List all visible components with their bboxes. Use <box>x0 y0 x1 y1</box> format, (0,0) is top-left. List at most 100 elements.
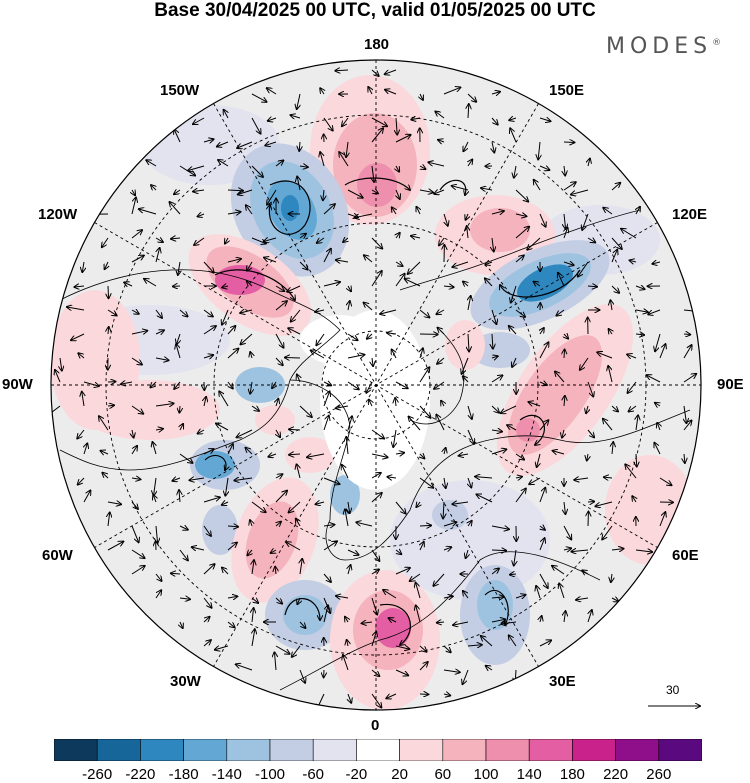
wind-vector <box>222 309 229 325</box>
wind-vector <box>323 605 328 623</box>
wind-vector <box>371 473 381 479</box>
colorbar-tick-label: -140 <box>211 766 242 783</box>
wind-vector <box>509 118 517 120</box>
colorbar-tick-label: -20 <box>345 766 368 783</box>
wind-vector <box>408 261 421 274</box>
wind-vector <box>419 309 429 317</box>
colorbar-swatch <box>312 739 357 761</box>
wind-vector <box>268 454 277 457</box>
wind-vector <box>467 405 472 419</box>
colorbar-swatch <box>572 739 616 761</box>
wind-vector <box>193 190 205 192</box>
wind-vector <box>297 375 300 383</box>
wind-vector <box>647 375 661 383</box>
wind-vector <box>564 611 566 623</box>
wind-vector <box>564 396 565 407</box>
wind-vector <box>336 596 349 598</box>
wind-vector <box>275 567 276 575</box>
wind-vector <box>395 669 408 675</box>
brand-logo: MODES® <box>606 34 721 59</box>
wind-vector <box>655 333 661 351</box>
registered-mark: ® <box>712 38 722 48</box>
wind-vector <box>410 573 421 581</box>
wind-vector <box>275 491 287 503</box>
wind-vector <box>299 141 300 151</box>
wind-vector <box>492 333 493 349</box>
wind-vector <box>611 549 623 550</box>
wind-vector <box>436 415 445 431</box>
wind-vector <box>621 229 637 239</box>
wind-vector <box>468 521 472 526</box>
wind-vector <box>179 549 188 560</box>
colorbar-swatch <box>54 739 98 761</box>
wind-vector <box>657 423 660 431</box>
wind-vector <box>571 189 589 195</box>
wind-vector <box>467 93 476 102</box>
wind-vector <box>491 619 505 622</box>
wind-vector <box>491 309 496 324</box>
wind-vector <box>552 566 565 575</box>
wind-vector <box>652 262 661 264</box>
wind-vector <box>300 559 302 575</box>
wind-vector <box>178 261 180 275</box>
wind-vector <box>491 92 500 94</box>
wind-vector <box>371 190 378 193</box>
wind-vector <box>683 334 690 335</box>
colorbar-tick-label: -220 <box>125 766 156 783</box>
wind-vector <box>251 598 258 603</box>
wind-vector <box>323 416 329 431</box>
wind-vector <box>77 429 85 439</box>
wind-vector <box>174 130 181 143</box>
wind-vector <box>443 694 450 696</box>
brand-name: MODES <box>606 34 713 59</box>
wind-vector <box>292 645 301 657</box>
wind-vector <box>192 547 205 550</box>
wind-vector <box>481 188 493 190</box>
wind-vector <box>156 525 158 543</box>
wind-vector <box>288 328 301 335</box>
wind-vector <box>491 568 499 575</box>
wind-vector <box>60 357 62 371</box>
wind-vector <box>311 350 325 359</box>
wind-vector <box>171 573 181 574</box>
wind-vector <box>576 598 589 600</box>
colorbar-swatch <box>658 739 702 761</box>
lon-label-150e: 150E <box>549 82 585 99</box>
wind-vector <box>297 177 300 191</box>
wind-vector <box>419 190 433 192</box>
wind-vector <box>153 495 156 503</box>
wind-vector <box>396 165 399 172</box>
wind-vector <box>203 525 211 536</box>
wind-vector <box>55 370 61 383</box>
wind-vector <box>443 87 460 95</box>
colorbar-tick-label: 260 <box>646 766 672 783</box>
wind-vector <box>131 331 147 334</box>
wind-vector <box>299 669 305 683</box>
wind-vector <box>203 640 211 647</box>
wind-vector <box>131 501 138 509</box>
wind-vector <box>629 405 637 412</box>
wind-vector <box>247 261 253 271</box>
wind-vector <box>452 502 469 504</box>
wind-vector <box>416 502 420 507</box>
wind-vector <box>83 490 90 503</box>
wind-vector <box>367 334 372 339</box>
wind-vector <box>74 286 85 287</box>
wind-vector <box>348 501 350 513</box>
wind-vector <box>251 165 263 177</box>
wind-vector <box>297 464 300 479</box>
colorbar-tick-label: 60 <box>434 766 452 783</box>
wind-vector <box>683 345 692 359</box>
wind-vector <box>491 375 502 383</box>
wind-vector <box>611 598 618 601</box>
wind-vector <box>362 622 373 623</box>
wind-vector <box>564 501 565 514</box>
colorbar-tick-label: 180 <box>559 766 585 783</box>
wind-vector <box>174 190 181 194</box>
wind-vector <box>371 549 379 561</box>
wind-vector <box>265 142 277 145</box>
wind-vector <box>509 326 517 335</box>
wind-vector <box>466 549 468 558</box>
wind-vector <box>443 286 454 287</box>
wind-vector <box>107 502 121 504</box>
